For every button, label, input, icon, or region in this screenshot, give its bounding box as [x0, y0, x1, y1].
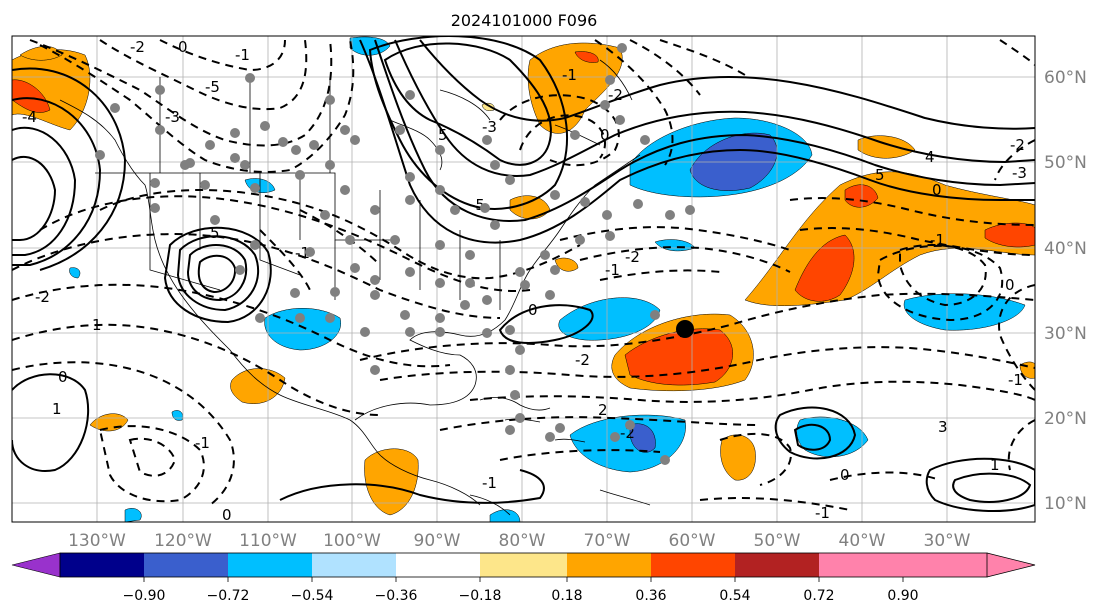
- contour-label: 3: [938, 418, 948, 436]
- contour-label: -2: [130, 38, 145, 56]
- contour-label: 1: [990, 456, 1000, 474]
- lat-tick-label: 50°N: [1044, 153, 1087, 173]
- lon-tick-label: 80°W: [499, 531, 546, 551]
- colorbar-segment: [735, 553, 819, 577]
- contour-label: -3: [482, 118, 497, 136]
- colorbar-extend-low: [11, 552, 61, 578]
- lat-tick-label: 40°N: [1044, 239, 1087, 259]
- colorbar-extend-high: [903, 553, 1035, 577]
- lon-tick-label: 110°W: [239, 531, 297, 551]
- contour-label: 5: [438, 126, 448, 144]
- lat-tick-label: 30°N: [1044, 324, 1087, 344]
- colorbar-tick-label: 0.54: [719, 588, 750, 604]
- contour-label: -5: [205, 78, 220, 96]
- lat-axis: 60°N 50°N 40°N 30°N 20°N 10°N: [1044, 68, 1087, 514]
- map-border: [11, 35, 1036, 523]
- colorbar-segment: [144, 553, 228, 577]
- map-panel: 0 -5 -4 -3 -2 -1 5 -5 -3 0 -2 -1 5 -1 -2…: [12, 36, 1035, 524]
- contour-label: -2: [35, 288, 50, 306]
- contour-label: -1: [482, 474, 497, 492]
- colorbar-tick-label: −0.18: [459, 588, 502, 604]
- lon-tick-label: 130°W: [68, 531, 126, 551]
- coastlines-borders: [59, 59, 651, 516]
- contour-label: -1: [295, 244, 310, 262]
- contour-label: -2: [608, 86, 623, 104]
- lat-tick-label: 10°N: [1044, 494, 1087, 514]
- contour-label: 1: [92, 316, 102, 334]
- colorbar-segment: [396, 553, 480, 577]
- center-marker: [676, 320, 694, 338]
- contour-label: -3: [1012, 164, 1027, 182]
- colorbar-segment: [567, 553, 651, 577]
- contour-label: -1: [605, 261, 620, 279]
- contour-label: 4: [925, 148, 935, 166]
- colorbar-tick-label: −0.72: [207, 588, 250, 604]
- colorbar-outline-right: [986, 552, 1036, 578]
- contour-label: 0: [58, 368, 68, 386]
- colorbar-segment: [480, 553, 567, 577]
- colorbar-segment: [312, 553, 396, 577]
- contour-label: -3: [165, 108, 180, 126]
- lon-tick-label: 50°W: [754, 531, 801, 551]
- colorbar-tick-label: 0.18: [551, 588, 582, 604]
- contour-label: -1: [1008, 371, 1023, 389]
- contour-label: 5: [875, 166, 885, 184]
- contour-label: -1: [195, 434, 210, 452]
- contour-label: 0: [600, 126, 610, 144]
- colorbar-tick-label: 0.36: [635, 588, 666, 604]
- contour-labels: 0 -5 -4 -3 -2 -1 5 -5 -3 0 -2 -1 5 -1 -2…: [22, 38, 1027, 524]
- colorbar-segment: [60, 553, 144, 577]
- contour-label: 2: [598, 401, 608, 419]
- colorbar-segment: [228, 553, 312, 577]
- colorbar-tick-label: −0.36: [375, 588, 418, 604]
- colorbar-segment: [651, 553, 735, 577]
- shaded-anomaly-fields: [12, 36, 1035, 522]
- colorbar-tick-label: 0.72: [803, 588, 834, 604]
- contour-label: -1: [235, 46, 250, 64]
- contour-label: 0: [222, 506, 232, 524]
- colorbar-tick-marks: [143, 577, 904, 582]
- lon-tick-label: 90°W: [414, 531, 461, 551]
- lon-tick-label: 30°W: [924, 531, 971, 551]
- lon-tick-label: 60°W: [669, 531, 716, 551]
- contour-label: -2: [625, 248, 640, 266]
- lat-tick-label: 20°N: [1044, 409, 1087, 429]
- contour-label: -1: [815, 504, 830, 522]
- colorbar-outline: [59, 552, 988, 578]
- colorbar-tick-label: 0.90: [887, 588, 918, 604]
- lat-tick-label: 60°N: [1044, 68, 1087, 88]
- contour-lines: [12, 36, 1035, 512]
- contour-label: -1: [562, 66, 577, 84]
- colorbar-tick-label: −0.90: [123, 588, 166, 604]
- contour-label: 0: [528, 301, 538, 319]
- contour-label: -2: [575, 351, 590, 369]
- contour-label: 0: [932, 181, 942, 199]
- colorbar-tick-label: −0.54: [291, 588, 334, 604]
- lon-tick-label: 40°W: [839, 531, 886, 551]
- contour-label: -2: [1010, 136, 1025, 154]
- colorbar-segment: [819, 553, 903, 577]
- contour-label: -1: [930, 231, 945, 249]
- station-markers: [95, 43, 695, 465]
- contour-label: -4: [22, 108, 37, 126]
- colorbar: −0.90 −0.72 −0.54 −0.36 −0.18 0.18 0.36 …: [11, 552, 1036, 604]
- lon-tick-label: 70°W: [584, 531, 631, 551]
- lon-tick-label: 100°W: [323, 531, 381, 551]
- lon-axis: 130°W 120°W 110°W 100°W 90°W 80°W 70°W 6…: [68, 531, 971, 551]
- contour-label: 0: [178, 38, 188, 56]
- contour-label: 5: [210, 224, 220, 242]
- figure-title: 2024101000 F096: [451, 11, 598, 30]
- contour-label: 0: [1005, 276, 1015, 294]
- contour-label: 1: [52, 400, 62, 418]
- lon-tick-label: 120°W: [154, 531, 212, 551]
- contour-label: 0: [840, 466, 850, 484]
